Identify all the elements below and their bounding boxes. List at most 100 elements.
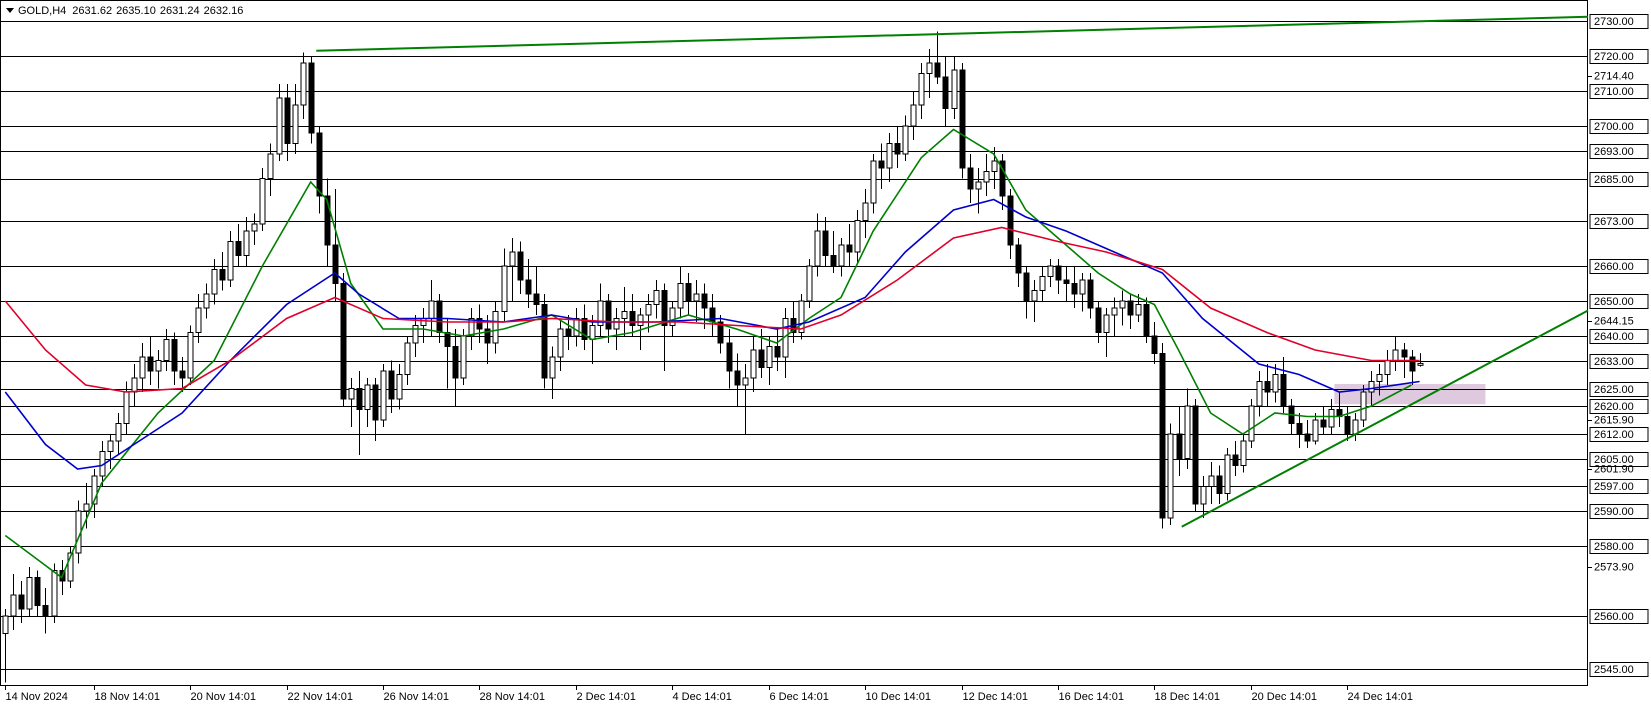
candle-body-up [115, 423, 122, 442]
level-label: 2560.00 [1594, 611, 1634, 623]
candle-body-up [107, 440, 114, 452]
level-label-box [1589, 452, 1649, 467]
candle-body-up [155, 360, 162, 372]
candle-body-up [918, 73, 925, 106]
candle-body-up [300, 62, 307, 106]
candle-body-down [1192, 405, 1199, 505]
candle-body-up [460, 335, 467, 379]
candle-body-down [284, 97, 291, 144]
candle-body-down [316, 132, 323, 197]
trend-line [316, 15, 1589, 52]
candle-body-up [1256, 381, 1263, 407]
candle-body-down [1095, 307, 1102, 333]
candle-body-down [734, 370, 741, 386]
candle-body-down [484, 328, 491, 344]
candle-body-up [910, 104, 917, 127]
level-label: 2605.00 [1594, 454, 1634, 466]
level-label: 2700.00 [1594, 121, 1634, 133]
x-tick-label: 20 Nov 14:01 [191, 691, 256, 703]
candle-body-up [468, 318, 475, 337]
candle-body-up [1119, 300, 1126, 309]
candle-body-down [830, 255, 837, 267]
candle-body-up [396, 374, 403, 400]
candle-body-down [533, 293, 540, 305]
candle-body-up [276, 97, 283, 155]
candle-body-down [717, 321, 724, 344]
candle-body-down [147, 356, 154, 372]
candle-body-up [589, 325, 596, 340]
candle-body-up [187, 332, 194, 379]
candle-body-up [10, 594, 17, 617]
candle-body-up [669, 307, 676, 326]
candle-body-down [1232, 454, 1239, 466]
x-tick-label: 14 Nov 2024 [6, 691, 68, 703]
header-low: 2631.24 [160, 5, 200, 17]
level-label-box [1589, 427, 1649, 442]
candle-body-up [854, 220, 861, 253]
candle-body-up [227, 241, 234, 281]
candle-body-up [1417, 362, 1424, 366]
candle-body-down [1023, 272, 1030, 302]
header-arrow [6, 8, 14, 13]
candle-body-up [613, 318, 620, 330]
x-tick-label: 10 Dec 14:01 [866, 691, 931, 703]
candle-body-up [637, 314, 644, 326]
candle-body-up [983, 171, 990, 183]
candle-body-up [26, 577, 33, 610]
x-tick-label: 18 Dec 14:01 [1155, 691, 1220, 703]
candle-body-up [1272, 374, 1279, 393]
candle-body-up [1368, 381, 1375, 393]
level-label-box [1589, 294, 1649, 309]
candle-body-up [259, 178, 266, 225]
y-tick-label: 2714.40 [1594, 70, 1634, 82]
x-tick-label: 2 Dec 14:01 [577, 691, 636, 703]
y-tick-label: 2601.90 [1594, 463, 1634, 475]
candle-body-down [1304, 433, 1311, 442]
candle-body-up [1248, 405, 1255, 442]
candle-body-down [356, 388, 363, 410]
header-open: 2631.62 [72, 5, 112, 17]
candle-body-up [862, 202, 869, 221]
level-label: 2620.00 [1594, 401, 1634, 413]
candle-body-up [501, 265, 508, 312]
level-label-box [1589, 609, 1649, 624]
candle-body-up [1328, 409, 1335, 428]
candle-body-down [934, 62, 941, 78]
y-tick-label: 2573.90 [1594, 561, 1634, 573]
candle-body-down [999, 160, 1006, 197]
indicator-line [4, 226, 1420, 393]
candle-body-up [693, 293, 700, 302]
level-label-box [1589, 539, 1649, 554]
x-tick-label: 18 Nov 14:01 [95, 691, 160, 703]
candle-body-down [967, 167, 974, 190]
candle-body-down [372, 384, 379, 421]
level-label-box [1589, 399, 1649, 414]
candle-body-up [1208, 475, 1215, 487]
level-label: 2590.00 [1594, 506, 1634, 518]
level-label: 2650.00 [1594, 296, 1634, 308]
level-label-box [1589, 354, 1649, 369]
level-label-box [1589, 119, 1649, 134]
candle-body-up [886, 143, 893, 169]
candle-body-up [267, 153, 274, 179]
candle-body-up [1352, 419, 1359, 435]
candle-body-up [1184, 405, 1191, 459]
candle-body-down [525, 279, 532, 295]
level-label: 2730.00 [1594, 16, 1634, 28]
candle-body-down [846, 244, 853, 253]
candle-body-up [131, 377, 138, 393]
candle-body-up [742, 377, 749, 386]
candle-body-up [1111, 307, 1118, 316]
level-label: 2693.00 [1594, 146, 1634, 158]
candle-body-up [91, 475, 98, 505]
candle-body-up [243, 230, 250, 256]
candle-body-down [758, 349, 765, 368]
candle-body-down [942, 76, 949, 109]
candle-body-down [822, 230, 829, 256]
level-label-box [1589, 479, 1649, 494]
level-label: 2612.00 [1594, 429, 1634, 441]
candle-body-up [380, 370, 387, 421]
x-tick-label: 12 Dec 14:01 [963, 691, 1028, 703]
candle-body-down [605, 300, 612, 330]
